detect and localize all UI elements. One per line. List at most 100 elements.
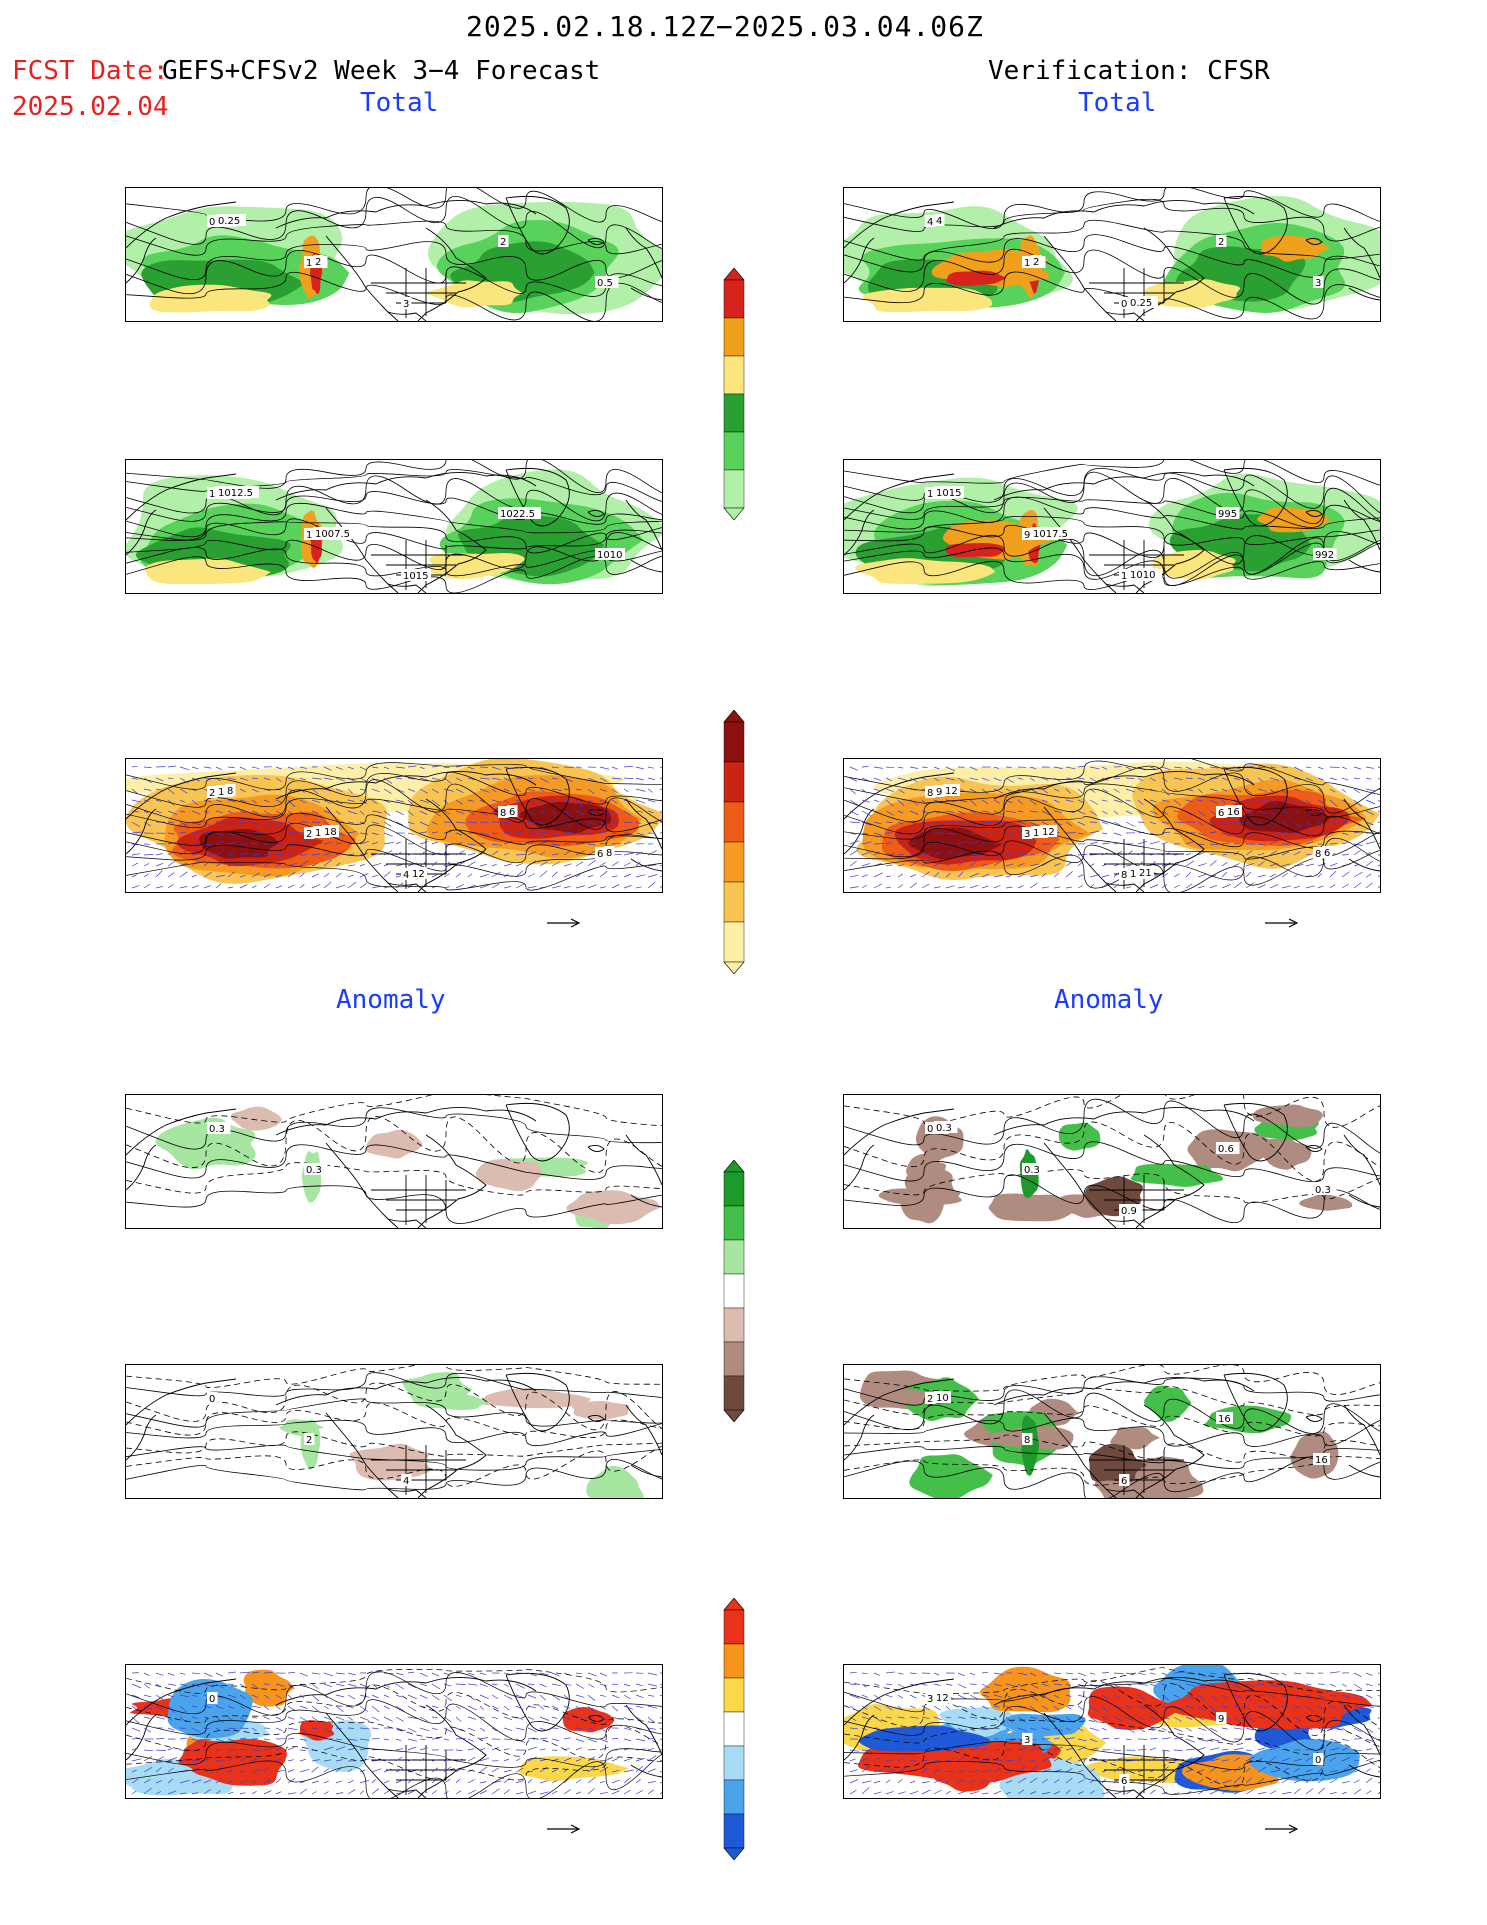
ver-total_wind-label-bg [1322,846,1333,858]
wind-vector [1017,1716,1026,1723]
wind-vector [1269,832,1280,835]
wind-vector [1017,1757,1023,1762]
wind-vector [467,777,475,781]
wind-vector [239,884,248,889]
wind-vector [251,1694,259,1698]
wind-vector [1209,1672,1217,1675]
wind-vector [515,831,524,834]
precip-anom-shade [571,1400,630,1420]
wind-vector [1365,1683,1373,1687]
coast-path [126,772,237,820]
wind-vector [467,799,475,802]
coast-path [1043,1142,1117,1228]
wind-vector [1173,873,1180,878]
wind-vector [861,1694,869,1698]
wind-vector [275,885,283,889]
wind-vector [981,1716,991,1720]
wind-vector [311,1766,319,1773]
wind-vector [335,872,342,878]
coast-path [417,1134,487,1228]
wind-vector [551,777,558,780]
wind-vector [1329,1683,1336,1688]
wind-vector [1353,850,1361,856]
contour-line [126,1445,662,1487]
wind-vector [431,1705,439,1708]
wind-vector [647,777,655,780]
wind-vector [873,1672,881,1676]
wind-vector [873,1757,880,1762]
wind-vector [503,1738,512,1741]
wind-vector [455,821,466,824]
wind-vector [587,1705,596,1714]
ver-anom_wind-label-bg [1313,1753,1324,1765]
wind-vector [1257,1766,1267,1773]
wind-vector [1077,821,1086,826]
wind-vector [623,1757,633,1762]
wind-vector [921,1716,930,1720]
ver-anom_precip-contour-label: 0.3 [936,1123,952,1134]
wind-vector [203,821,211,826]
wind-vector [897,1738,908,1741]
wind-vector [275,1769,285,1773]
wind-vector [383,1768,392,1773]
wind-vector [599,788,607,792]
wind-vector [957,821,968,826]
precip-shade [149,284,272,313]
wind-vector [1053,1694,1060,1699]
colorbar-swatch [723,1643,745,1679]
coast-path [587,1144,605,1152]
wind-vector [143,1778,151,1784]
wind-vector [611,766,619,770]
wind-vector [287,850,295,856]
wind-vector [299,799,307,804]
wind-vector [873,777,882,782]
wind-vector [993,1768,1001,1773]
wind-vector [1365,821,1374,826]
wind-vector [599,862,606,867]
coast-path [1305,509,1323,517]
ver-anom_slp-contour-label: 8 [1024,1435,1030,1446]
wind-vector [1365,1738,1374,1742]
wind-vector [455,788,464,794]
map-fcst-anom_wind: 0 [125,1664,663,1799]
coast-path [275,1107,537,1136]
wind-vector [215,849,225,856]
contour-line [844,1719,1380,1755]
fcst-total_wind-contour-label: 8 [500,808,506,819]
wind-vector [1269,1756,1277,1762]
wind-vector [981,1683,989,1689]
wind-vector [957,1770,964,1773]
coast-path [325,235,399,321]
wind-vector [599,1766,609,1773]
wind-vector [155,1791,161,1795]
wind-vector [275,1747,282,1751]
wind-vector [1221,821,1232,825]
wind-vector [969,1716,978,1719]
wind-vector [1053,766,1063,769]
wind-vector [897,884,904,889]
contour-line [844,1174,1380,1224]
wind-vector [1053,1791,1061,1795]
wind-vector [491,832,499,835]
fcst-total_slp-label-bg [595,548,625,560]
wind-vector [155,1672,164,1676]
wind-vector [1077,1694,1087,1698]
wind-vector [539,831,547,834]
wind-vector [647,766,654,769]
wind-vector [191,832,198,834]
wind-vector [335,1746,346,1751]
coast-path [126,1108,237,1156]
coast-path [844,772,955,820]
wind-vector [1305,1778,1312,1784]
wind-vector [1353,1683,1362,1690]
wind-vector [1257,861,1265,867]
wind-vector [287,1727,298,1731]
coast-path [275,472,537,501]
wind-vector [539,870,548,878]
wind-vector [419,1716,429,1722]
wind-vector [527,1716,534,1720]
wind-vector [659,1694,662,1697]
wind-vector [191,853,198,856]
wind-vector [897,1791,906,1795]
wind-vector [1329,1738,1337,1742]
